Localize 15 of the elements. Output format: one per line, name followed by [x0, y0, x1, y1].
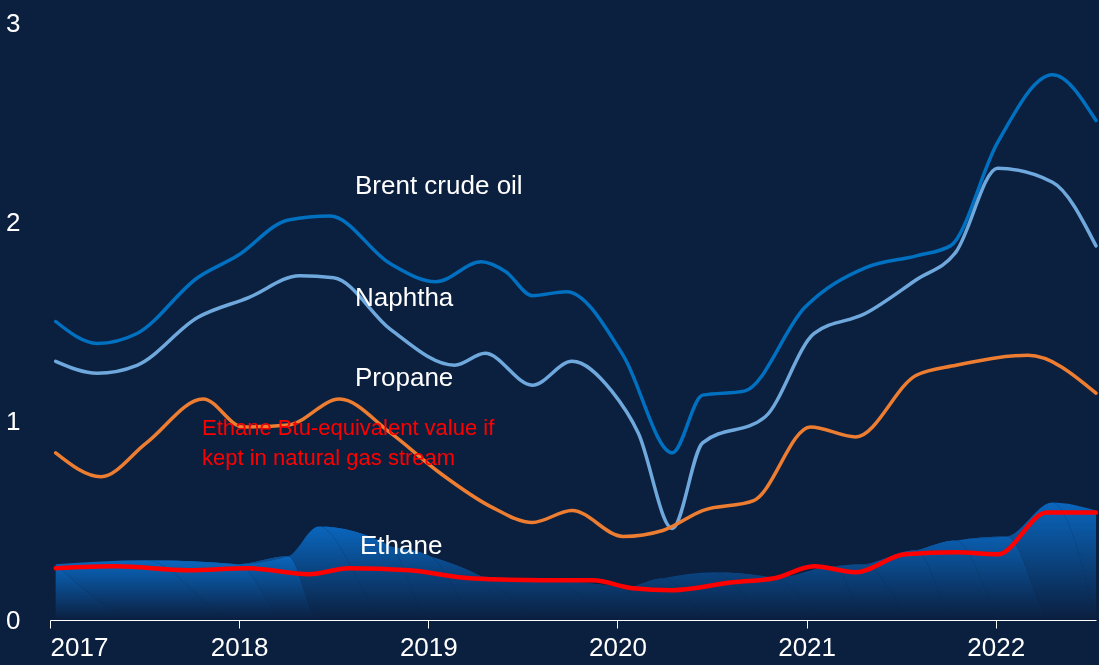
x-tick-label: 2019 [399, 631, 458, 662]
annotation: Ethane [360, 530, 443, 560]
x-tick-label: 2021 [778, 631, 837, 662]
x-tick-label: 2022 [967, 631, 1026, 662]
y-tick-label: 1 [6, 405, 21, 436]
y-tick-label: 2 [6, 206, 21, 237]
x-tick-label: 2018 [210, 631, 269, 662]
line-series [53, 510, 1099, 593]
x-tick-label: 2020 [589, 631, 647, 662]
x-tick-label: 2017 [50, 631, 109, 662]
y-tick-label: 3 [6, 7, 21, 38]
line-series [53, 166, 1098, 531]
annotation: Brent crude oil [355, 170, 523, 200]
annotation: Propane [355, 362, 454, 392]
y-tick-label: 0 [6, 604, 21, 635]
